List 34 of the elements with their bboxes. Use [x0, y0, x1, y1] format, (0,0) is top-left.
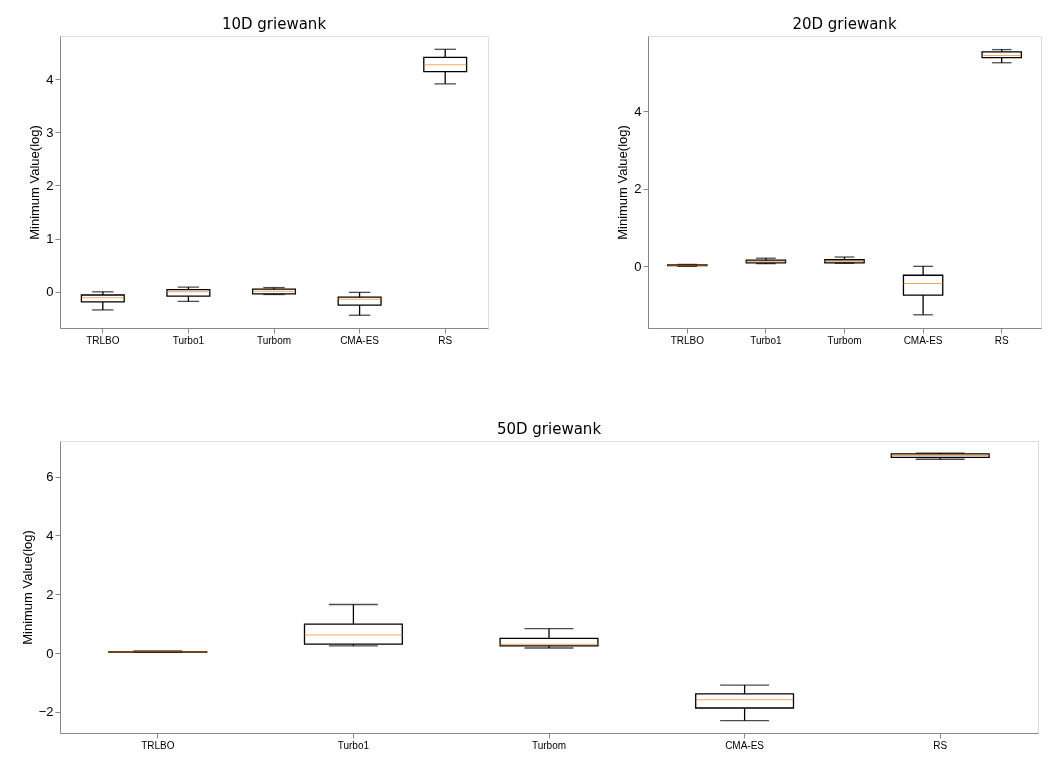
x-tick-label: RS: [994, 334, 1009, 346]
x-tick-label: CMA-ES: [725, 739, 765, 751]
x-tick-label: Turbom: [827, 334, 862, 346]
x-tick-label: TRLBO: [670, 334, 705, 346]
x-tick-label: Turbo1: [172, 334, 205, 346]
y-axis-title: Minimum Value(log): [19, 530, 35, 645]
x-tick-label: RS: [933, 739, 948, 751]
x-tick-label: CMA-ES: [903, 334, 943, 346]
y-tick-label: 1: [46, 231, 54, 247]
x-tick-label: TRLBO: [141, 739, 175, 751]
x-tick-label: CMA-ES: [340, 334, 380, 346]
x-tick-label: TRLBO: [86, 334, 120, 346]
y-tick-label: 4: [634, 103, 642, 119]
x-tick-label: Turbo1: [337, 739, 370, 751]
y-tick-label: 0: [46, 284, 54, 300]
chart-title: 20D griewank: [792, 15, 897, 33]
x-tick-label: Turbo1: [750, 334, 782, 346]
y-tick-label: 0: [46, 645, 54, 661]
y-tick-label: 0: [634, 258, 642, 274]
y-tick-label: 6: [46, 469, 54, 485]
y-tick-label: 2: [634, 181, 642, 197]
y-tick-label: 2: [46, 177, 54, 193]
y-tick-label: 2: [46, 586, 54, 602]
y-tick-label: 4: [46, 71, 54, 87]
y-tick-label: 4: [46, 527, 54, 543]
y-axis-title: Minimum Value(log): [615, 125, 631, 240]
y-tick-label: 3: [46, 124, 54, 140]
x-tick-label: RS: [438, 334, 453, 346]
y-axis-title: Minimum Value(log): [27, 125, 43, 240]
chart-title: 50D griewank: [496, 420, 602, 438]
chart-title: 10D griewank: [221, 15, 327, 33]
x-tick-label: Turbom: [531, 739, 567, 751]
x-tick-label: Turbom: [256, 334, 292, 346]
y-tick-label: −2: [38, 704, 54, 720]
